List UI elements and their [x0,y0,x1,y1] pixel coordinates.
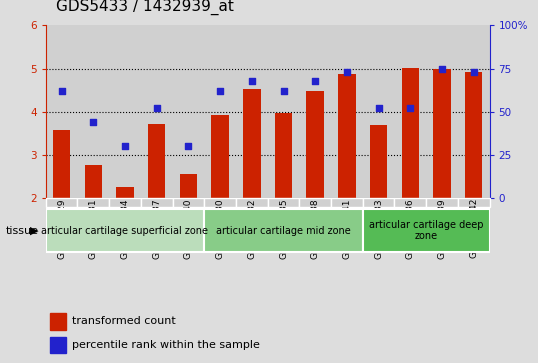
Bar [204,25,236,198]
Bar [331,25,363,198]
Bar [173,25,204,198]
Text: articular cartilage mid zone: articular cartilage mid zone [216,225,351,236]
Point [343,69,351,75]
FancyBboxPatch shape [458,198,490,207]
FancyBboxPatch shape [204,198,236,207]
Text: articular cartilage superficial zone: articular cartilage superficial zone [41,225,209,236]
Bar [267,25,299,198]
FancyBboxPatch shape [204,209,363,252]
Bar [50,337,66,354]
Bar [458,25,490,198]
Point [279,88,288,94]
Text: percentile rank within the sample: percentile rank within the sample [72,340,260,350]
Bar [363,25,394,198]
Bar [148,124,165,198]
Point [470,69,478,75]
Text: GDS5433 / 1432939_at: GDS5433 / 1432939_at [56,0,235,15]
Text: GSM1256931: GSM1256931 [89,198,98,259]
Bar [109,25,141,198]
FancyBboxPatch shape [236,198,268,207]
Point [152,105,161,111]
Bar [46,25,77,198]
Text: GSM1256941: GSM1256941 [342,198,351,258]
Point [184,143,193,149]
Bar [401,68,419,198]
Point [406,105,415,111]
Text: GSM1256938: GSM1256938 [311,198,320,259]
FancyBboxPatch shape [173,198,204,207]
Bar [394,25,426,198]
Text: tissue: tissue [5,225,38,236]
FancyBboxPatch shape [46,198,77,207]
Point [438,66,447,72]
Bar [84,165,102,198]
Point [374,105,383,111]
Text: ▶: ▶ [30,225,38,236]
Text: GSM1256942: GSM1256942 [469,198,478,258]
FancyBboxPatch shape [109,198,141,207]
Bar [307,91,324,198]
FancyBboxPatch shape [299,198,331,207]
FancyBboxPatch shape [141,198,173,207]
Bar [433,69,451,198]
Bar [77,25,109,198]
Point [247,78,256,83]
FancyBboxPatch shape [394,198,426,207]
Point [311,78,320,83]
Bar [116,187,134,198]
Text: GSM1256939: GSM1256939 [437,198,447,259]
FancyBboxPatch shape [426,198,458,207]
FancyBboxPatch shape [363,209,490,252]
Bar [236,25,267,198]
Text: GSM1256934: GSM1256934 [121,198,130,258]
FancyBboxPatch shape [77,198,109,207]
Text: GSM1256937: GSM1256937 [152,198,161,259]
Bar [370,126,387,198]
Text: GSM1256929: GSM1256929 [57,198,66,258]
FancyBboxPatch shape [331,198,363,207]
Bar [53,130,70,198]
Text: transformed count: transformed count [72,316,176,326]
Bar [180,174,197,198]
Point [121,143,129,149]
Bar [211,115,229,198]
Bar [50,313,66,330]
Bar [275,113,292,198]
Text: GSM1256940: GSM1256940 [184,198,193,258]
Text: GSM1256930: GSM1256930 [216,198,224,259]
Bar [141,25,173,198]
FancyBboxPatch shape [46,209,204,252]
FancyBboxPatch shape [363,198,394,207]
Text: articular cartilage deep
zone: articular cartilage deep zone [369,220,484,241]
Text: GSM1256935: GSM1256935 [279,198,288,259]
Point [89,119,97,125]
Text: GSM1256936: GSM1256936 [406,198,415,259]
FancyBboxPatch shape [268,198,299,207]
Bar [299,25,331,198]
Point [57,88,66,94]
Bar [426,25,458,198]
Point [216,88,224,94]
Text: GSM1256933: GSM1256933 [374,198,383,259]
Text: GSM1256932: GSM1256932 [247,198,256,258]
Bar [465,72,483,198]
Bar [243,89,260,198]
Bar [338,74,356,198]
